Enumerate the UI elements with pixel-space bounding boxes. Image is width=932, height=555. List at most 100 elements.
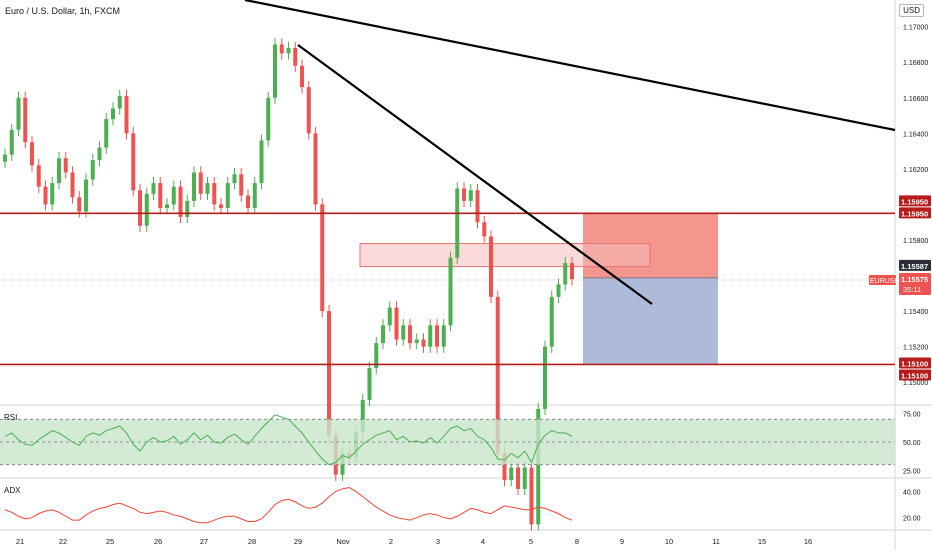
chart-title: Euro / U.S. Dollar, 1h, FXCM	[5, 6, 121, 16]
y-tick-label: 1.16600	[903, 96, 928, 103]
candle-body	[320, 204, 325, 312]
countdown-label: 35:11	[903, 285, 921, 294]
horizontal-levels[interactable]	[0, 212, 895, 366]
y-tick-label: 1.15200	[903, 345, 928, 352]
candle-body	[219, 204, 223, 208]
candle-body	[198, 172, 203, 194]
y-tick-label: 1.15800	[903, 238, 928, 245]
candle-body	[360, 400, 365, 432]
candle-body	[306, 87, 311, 134]
candle-body	[293, 48, 298, 66]
candle-body	[435, 325, 439, 347]
candle-body	[549, 296, 554, 347]
candle-body	[556, 284, 561, 297]
level-label: 1.15950	[901, 197, 928, 206]
level-label-bg	[899, 357, 931, 369]
candle-body	[171, 186, 176, 205]
rsi-tick-label: 75.00	[903, 412, 921, 419]
level-label-bg	[899, 207, 931, 219]
candle-body	[165, 204, 169, 208]
candle-body	[151, 183, 156, 194]
adx-line	[4, 487, 573, 524]
candle-body	[381, 325, 385, 344]
candle-body	[367, 368, 372, 400]
candle-body	[97, 147, 102, 160]
candle-body	[536, 408, 541, 525]
adx-panel: 40.00 20.00	[4, 487, 921, 524]
candle-body	[50, 183, 55, 205]
candle-body	[509, 467, 514, 480]
candle-body	[90, 160, 95, 180]
candle-body	[192, 172, 196, 201]
candle-body	[43, 186, 48, 205]
candle-body	[16, 97, 21, 130]
candle-body	[516, 467, 520, 489]
candle-body	[117, 96, 122, 109]
x-tick-label: 27	[200, 537, 208, 546]
candle-body	[421, 339, 426, 347]
level-label: 1.15100	[901, 371, 928, 380]
y-tick-label: 1.17000	[903, 25, 928, 32]
candle-body	[522, 467, 527, 489]
candle-body	[570, 263, 574, 280]
candle-body	[36, 165, 41, 187]
symbol-tag: EURUSD	[870, 278, 900, 285]
candle-body	[84, 179, 88, 212]
candle-body	[441, 325, 446, 347]
candle-body	[475, 190, 480, 223]
candle-body	[374, 343, 379, 368]
candle-body	[30, 142, 34, 166]
candle-body	[266, 97, 271, 141]
candle-body	[158, 183, 163, 208]
x-tick-label: 25	[106, 537, 114, 546]
candle-body	[543, 346, 547, 409]
candle-body	[489, 236, 493, 297]
y-tick-label: 1.16200	[903, 167, 928, 174]
trendlines[interactable]	[244, 0, 896, 305]
candle-body	[63, 158, 68, 173]
candle-body	[138, 190, 142, 226]
candle-body	[279, 44, 284, 54]
candle-body	[178, 186, 183, 217]
currency-button[interactable]: USD	[899, 4, 924, 17]
x-tick-label: 4	[481, 537, 485, 546]
candle-body	[428, 325, 433, 347]
x-tick-label: 9	[620, 537, 624, 546]
candle-body	[401, 325, 406, 340]
x-tick-label: 3	[436, 537, 440, 546]
candle-body	[124, 96, 129, 134]
level-label: 1.15100	[901, 359, 928, 368]
rsi-line	[4, 414, 573, 466]
candle-body	[185, 200, 190, 217]
last-price-bg	[899, 273, 931, 295]
x-tick-label: 5	[529, 537, 533, 546]
position-zones[interactable]	[359, 213, 718, 365]
candle-body	[408, 325, 412, 344]
candle-body	[70, 172, 75, 198]
rsi-panel: 75.00 50.00 25.00	[0, 412, 921, 475]
y-tick-label: 1.16400	[903, 131, 928, 138]
level-label: 1.15950	[901, 209, 928, 218]
candle-body	[111, 108, 115, 120]
candle-body	[468, 190, 473, 201]
candle-body	[394, 307, 399, 340]
entry-label-bg	[899, 259, 931, 271]
candle-body	[239, 174, 244, 196]
rsi-tick-label: 50.00	[903, 440, 921, 447]
rsi-tick-label: 25.00	[903, 468, 921, 475]
candle-body	[387, 307, 392, 326]
x-tick-label: 28	[248, 537, 256, 546]
candle-body	[246, 195, 250, 208]
candle-body	[259, 140, 264, 184]
candle-body	[131, 133, 136, 191]
x-tick-label: 8	[575, 537, 579, 546]
candle-body	[482, 222, 487, 237]
x-tick-label: 21	[16, 537, 24, 546]
x-tick-label: 15	[758, 537, 766, 546]
candle-body	[327, 311, 331, 436]
take-profit-zone	[583, 277, 718, 365]
x-tick-label: 22	[59, 537, 67, 546]
